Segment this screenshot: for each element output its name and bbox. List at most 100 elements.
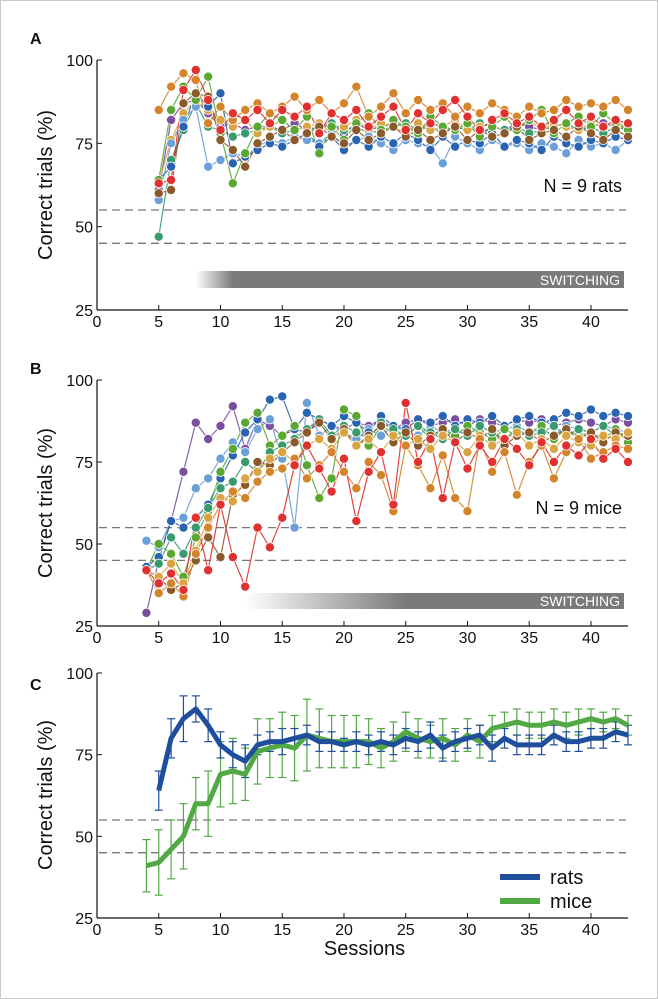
- panel-a-data-point: [326, 108, 337, 119]
- panel-a-x-tick-label: 0: [93, 314, 102, 331]
- panel-a-data-point: [338, 115, 349, 126]
- panel-c-x-axis-label: Sessions: [324, 938, 405, 960]
- panel-a-data-point: [425, 105, 436, 116]
- panel-b-x-tick-label: 15: [273, 630, 291, 647]
- panel-a-data-point: [178, 68, 189, 79]
- panel-b-data-point: [338, 427, 349, 438]
- panel-a-data-point: [610, 125, 621, 136]
- panel-a-data-point: [153, 231, 164, 242]
- panel-c-x-tick-label: 0: [93, 922, 102, 939]
- panel-a-x-tick-label: 15: [273, 314, 291, 331]
- panel-b-data-point: [240, 447, 251, 458]
- panel-b-data-point: [203, 473, 214, 484]
- panel-b-x-tick-label: 0: [93, 630, 102, 647]
- panel-b-data-point: [437, 493, 448, 504]
- panel-b-series-line: [146, 421, 629, 591]
- panel-b-data-point: [524, 460, 535, 471]
- panel-b-data-point: [166, 578, 177, 589]
- panel-a-data-point: [610, 115, 621, 126]
- panel-a-y-axis-label: Correct trials (%): [35, 110, 57, 260]
- panel-b-data-point: [623, 456, 634, 467]
- panel-b-data-point: [487, 424, 498, 435]
- panel-b-data-point: [487, 440, 498, 451]
- panel-b-data-point: [561, 407, 572, 418]
- panel-a-data-point: [524, 134, 535, 145]
- panel-b-switching-label: SWITCHING: [540, 593, 620, 609]
- panel-a-data-point: [314, 95, 325, 106]
- panel-b-data-point: [623, 411, 634, 422]
- panel-b-data-point: [215, 453, 226, 464]
- panel-b-data-point: [178, 466, 189, 477]
- panel-b-data-point: [623, 443, 634, 454]
- panel-b-data-point: [338, 404, 349, 415]
- panel-a-data-point: [190, 65, 201, 76]
- panel-b-data-point: [264, 414, 275, 425]
- panel-b-data-point: [314, 493, 325, 504]
- panel-b-data-point: [413, 420, 424, 431]
- panel-a-data-point: [166, 161, 177, 172]
- panel-a-data-point: [203, 71, 214, 82]
- panel-a-data-point: [462, 134, 473, 145]
- panel-b-data-point: [376, 447, 387, 458]
- panel-a-data-point: [314, 148, 325, 159]
- panel-b-data-point: [190, 417, 201, 428]
- panel-b-data-point: [252, 466, 263, 477]
- panel-a-data-point: [487, 115, 498, 126]
- panel-a-data-point: [351, 81, 362, 92]
- panel-a-data-point: [561, 118, 572, 129]
- panel-a-data-point: [561, 105, 572, 116]
- panel-b-data-point: [240, 417, 251, 428]
- panel-b-data-point: [561, 430, 572, 441]
- panel-a-data-point: [450, 111, 461, 122]
- panel-a-data-point: [474, 125, 485, 136]
- panel-b-data-point: [548, 443, 559, 454]
- panel-a-x-tick-label: 10: [212, 314, 230, 331]
- panel-a-data-point: [548, 115, 559, 126]
- panel-b-data-point: [573, 411, 584, 422]
- panel-a-data-point: [314, 128, 325, 139]
- panel-a-data-point: [178, 85, 189, 96]
- panel-a-data-point: [351, 125, 362, 136]
- panel-b-data-point: [351, 427, 362, 438]
- panel-c-x-tick-label: 15: [273, 922, 291, 939]
- panel-a-y-tick-label: 50: [75, 220, 93, 237]
- panel-a-data-point: [499, 128, 510, 139]
- panel-b-data-point: [573, 450, 584, 461]
- panel-a-data-point: [450, 95, 461, 106]
- panel-b-data-point: [585, 453, 596, 464]
- panel-a-data-point: [623, 105, 634, 116]
- panel-a-data-point: [548, 141, 559, 152]
- panel-b-data-point: [264, 542, 275, 553]
- panel-b-data-point: [376, 430, 387, 441]
- panel-b-data-point: [141, 607, 152, 618]
- panel-a-data-point: [240, 105, 251, 116]
- panel-b-data-point: [326, 486, 337, 497]
- panel-a-data-point: [215, 88, 226, 99]
- panel-b-data-point: [437, 430, 448, 441]
- panel-a-data-point: [376, 101, 387, 112]
- panel-a-data-point: [376, 128, 387, 139]
- panel-a-data-point: [561, 95, 572, 106]
- panel-b-data-point: [499, 424, 510, 435]
- panel-a-data-point: [376, 111, 387, 122]
- panel-a-data-point: [573, 141, 584, 152]
- panel-c-x-tick-label: 30: [459, 922, 477, 939]
- panel-a-data-point: [511, 118, 522, 129]
- panel-b-data-point: [487, 411, 498, 422]
- panel-a-data-point: [153, 105, 164, 116]
- panel-a-data-point: [264, 131, 275, 142]
- panel-b-plot: SWITCHING 0 5 10 15 20 25 30 35 40 25 50 75 100 Correc…: [35, 373, 634, 647]
- panel-b-data-point: [314, 417, 325, 428]
- panel-a-data-point: [252, 138, 263, 149]
- panel-b-data-point: [252, 424, 263, 435]
- panel-b-y-tick-label: 50: [75, 537, 93, 554]
- panel-b-data-point: [585, 434, 596, 445]
- panel-b-data-point: [264, 394, 275, 405]
- panel-a-data-point: [413, 95, 424, 106]
- panel-b-data-point: [474, 420, 485, 431]
- panel-a-data-point: [326, 121, 337, 132]
- panel-a-switching-label: SWITCHING: [540, 272, 620, 288]
- panel-b-data-point: [413, 456, 424, 467]
- panel-b-data-point: [203, 565, 214, 576]
- panel-a-data-point: [264, 108, 275, 119]
